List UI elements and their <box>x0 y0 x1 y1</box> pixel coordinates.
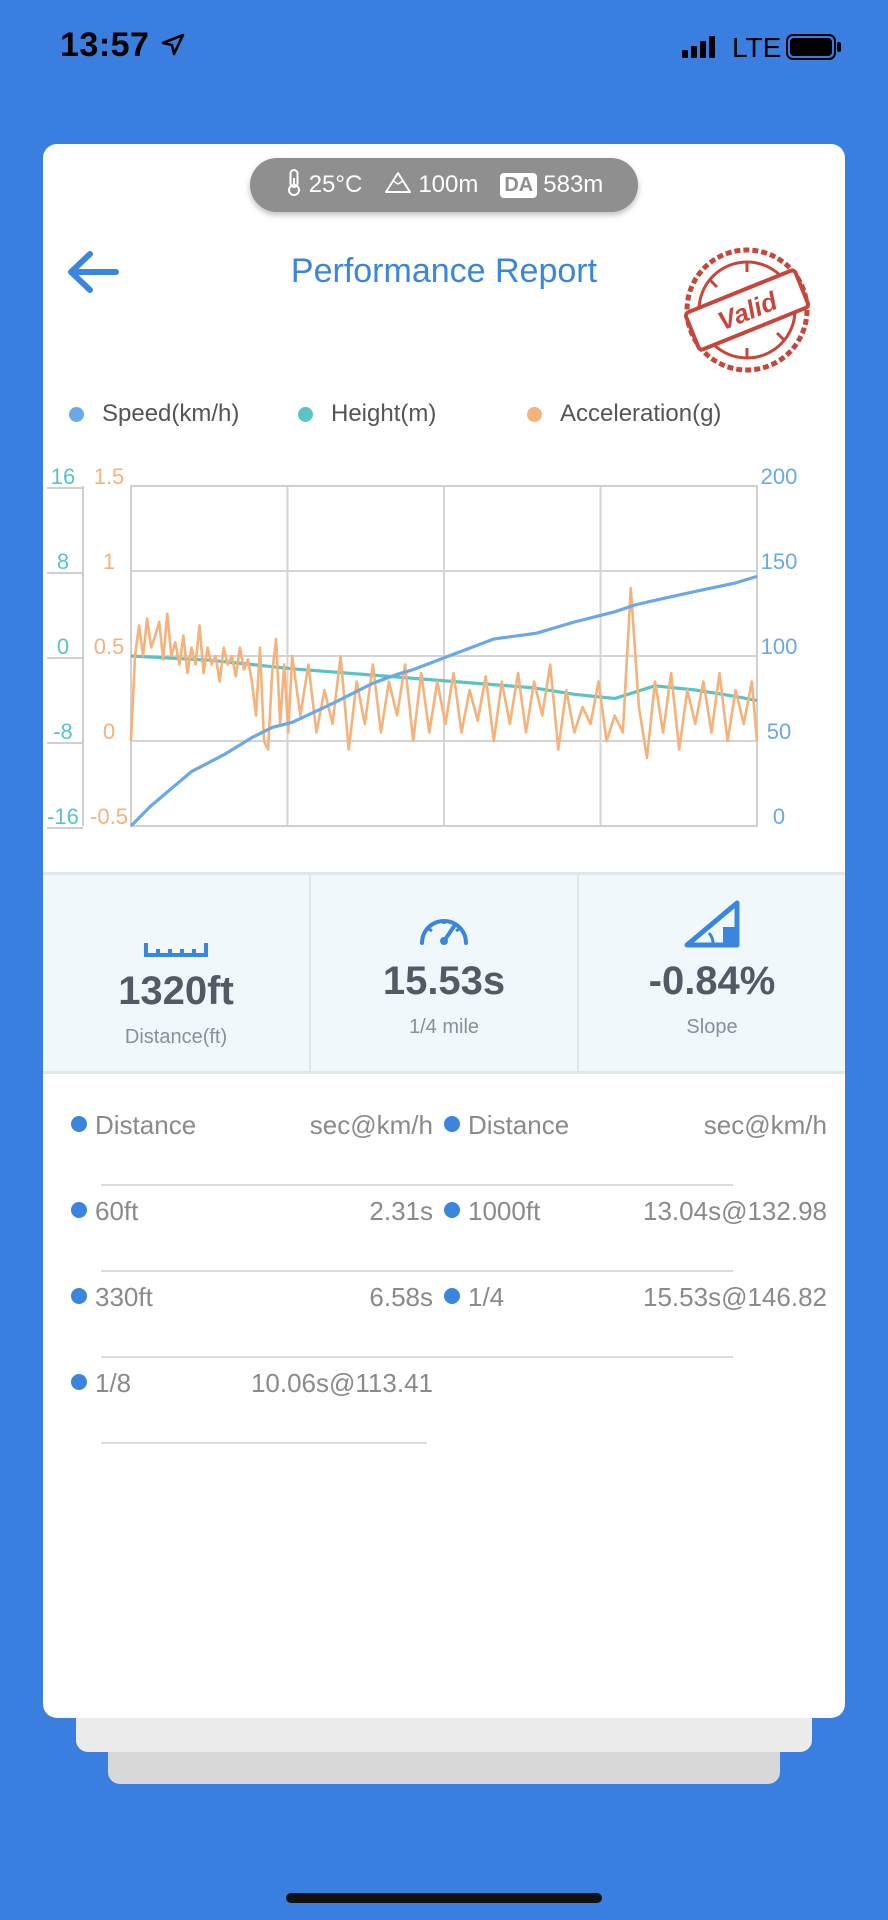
legend-acceleration: Acceleration(g) <box>527 400 721 428</box>
split-row-330ft-value: 6.58s <box>369 1282 433 1312</box>
accel-tick-label: 0 <box>103 719 115 744</box>
split-row-330ft-label: 330ft <box>71 1282 153 1313</box>
accel-tick-label: 0.5 <box>94 634 125 659</box>
legend-acceleration-label: Acceleration(g) <box>560 400 722 427</box>
stat-slope-value: -0.84% <box>648 959 776 1003</box>
height-tick-label: 16 <box>51 464 75 489</box>
accel-tick-label: 1.5 <box>94 464 125 489</box>
legend-acceleration-swatch <box>527 406 542 422</box>
split-row-quarter-label: 1/4 <box>444 1282 504 1313</box>
stat-distance: 1320ft Distance(ft) <box>43 875 311 1071</box>
bullet-dot <box>71 1116 87 1132</box>
bullet-dot <box>71 1374 87 1390</box>
split-row-eighth-label: 1/8 <box>71 1368 131 1399</box>
speed-tick-label: 150 <box>761 549 798 574</box>
split-row-60ft-value: 2.31s <box>369 1196 433 1226</box>
divider <box>101 1184 733 1186</box>
accel-tick-label: 1 <box>103 549 115 574</box>
location-arrow-icon <box>160 32 186 63</box>
series-line-accel <box>129 586 759 760</box>
environment-pill: 25°C 100m DA 583m <box>250 158 638 212</box>
height-tick-label: -8 <box>53 719 73 744</box>
split-row-60ft-label: 60ft <box>71 1196 138 1227</box>
network-type: LTE <box>732 32 782 63</box>
stat-distance-label: Distance(ft) <box>124 1026 228 1048</box>
divider <box>101 1442 427 1444</box>
stat-quarter-mile-value: 15.53s <box>382 959 506 1003</box>
split-header-right-label: Distance <box>444 1110 569 1141</box>
page-title: Performance Report <box>290 252 598 290</box>
bullet-dot <box>71 1202 87 1218</box>
height-tick-label: -16 <box>47 804 79 829</box>
legend-speed-swatch <box>69 406 84 422</box>
mountain-icon <box>384 170 412 201</box>
split-header-right-value: sec@km/h <box>703 1110 827 1140</box>
legend-speed: Speed(km/h) <box>69 400 239 428</box>
chart-ticks: 16 8 0 -8 -16 1.5 1 0.5 0 -0.5 200 150 100 50 0 <box>47 464 797 829</box>
split-row-1000ft-label: 1000ft <box>444 1196 540 1227</box>
divider <box>101 1356 733 1358</box>
legend-height: Height(m) <box>298 400 436 428</box>
split-row-quarter-value: 15.53s@146.82 <box>643 1282 827 1312</box>
divider <box>101 1270 733 1272</box>
bullet-dot <box>71 1288 87 1304</box>
altitude-item: 100m <box>384 170 478 201</box>
summary-stats: 1320ft Distance(ft) 15.53s 1/4 mile -0.8… <box>43 872 845 1074</box>
slope-icon <box>579 897 845 949</box>
status-bar: 13:57 LTE <box>0 0 888 96</box>
series-line-speed <box>129 574 758 828</box>
chart-series <box>129 574 759 828</box>
height-tick-label: 8 <box>57 549 69 574</box>
altitude-value: 100m <box>418 171 479 198</box>
speedometer-icon <box>311 893 577 949</box>
density-altitude-value: 583m <box>543 171 604 198</box>
split-header-left-label: Distance <box>71 1110 196 1141</box>
stat-quarter-mile: 15.53s 1/4 mile <box>311 875 579 1071</box>
split-header-left-value: sec@km/h <box>309 1110 433 1140</box>
density-altitude-badge: DA <box>500 172 538 198</box>
valid-stamp-icon: Valid <box>680 245 814 380</box>
temperature-item: 25°C <box>285 168 363 203</box>
stat-distance-value: 1320ft <box>118 969 234 1013</box>
temperature-value: 25°C <box>308 171 363 198</box>
performance-chart: 16 8 0 -8 -16 1.5 1 0.5 0 -0.5 200 150 100 50 0 <box>47 464 797 829</box>
ruler-icon <box>43 901 309 959</box>
stat-quarter-mile-label: 1/4 mile <box>408 1016 480 1038</box>
bullet-dot <box>444 1202 460 1218</box>
density-altitude-item: DA 583m <box>500 171 603 199</box>
back-arrow-icon[interactable] <box>64 248 120 301</box>
cellular-signal-icon <box>682 36 722 63</box>
stat-slope-label: Slope <box>686 1016 738 1038</box>
height-tick-label: 0 <box>57 634 69 659</box>
stat-slope: -0.84% Slope <box>579 875 845 1071</box>
split-row-1000ft-value: 13.04s@132.98 <box>643 1196 827 1226</box>
speed-tick-label: 0 <box>773 804 785 829</box>
speed-tick-label: 200 <box>761 464 798 489</box>
home-indicator[interactable] <box>286 1893 602 1903</box>
status-time: 13:57 <box>60 26 150 64</box>
battery-icon <box>786 34 842 65</box>
legend-speed-label: Speed(km/h) <box>102 400 240 427</box>
speed-tick-label: 100 <box>761 634 798 659</box>
speed-tick-label: 50 <box>767 719 791 744</box>
legend-height-label: Height(m) <box>331 400 437 427</box>
thermometer-icon <box>285 168 303 203</box>
bullet-dot <box>444 1116 460 1132</box>
split-row-eighth-value: 10.06s@113.41 <box>250 1368 433 1398</box>
bullet-dot <box>444 1288 460 1304</box>
chart-axis-lines <box>47 486 84 829</box>
accel-tick-label: -0.5 <box>90 804 128 829</box>
legend-height-swatch <box>298 406 313 422</box>
